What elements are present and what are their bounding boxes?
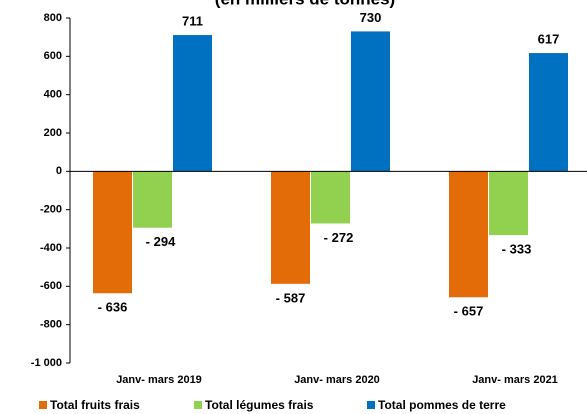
y-tick-label: -800 (40, 319, 62, 331)
bar (489, 171, 528, 236)
y-tick-label: -600 (40, 280, 62, 292)
value-label: 730 (360, 10, 382, 25)
value-label: - 657 (454, 304, 484, 319)
bar (449, 171, 488, 298)
bar (133, 171, 172, 228)
x-tick-label: Janv- mars 2020 (294, 374, 380, 386)
bar (271, 171, 310, 284)
y-tick-label: 400 (44, 89, 62, 101)
legend-label: Total légumes frais (205, 398, 314, 412)
legend-label: Total pommes de terre (378, 398, 506, 412)
x-tick-label: Janv- mars 2021 (472, 374, 558, 386)
value-label: - 294 (146, 234, 176, 249)
value-label: - 272 (324, 230, 354, 245)
bar (529, 53, 568, 172)
bar (351, 31, 390, 172)
legend-swatch (194, 401, 202, 409)
value-label: 711 (182, 13, 203, 28)
y-tick-label: 600 (44, 50, 62, 62)
y-tick-label: 0 (56, 165, 62, 177)
value-label: - 636 (98, 300, 128, 315)
y-tick-label: 800 (44, 12, 62, 24)
bar (173, 35, 212, 172)
value-label: 617 (538, 32, 560, 47)
legend-label: Total fruits frais (50, 398, 140, 412)
y-tick-label: -1 000 (31, 357, 62, 369)
bar (311, 171, 350, 224)
y-tick-label: 200 (44, 127, 62, 139)
bar (93, 171, 132, 294)
x-tick-label: Janv- mars 2019 (116, 374, 202, 386)
chart-title: (en milliers de tonnes) (215, 0, 395, 8)
legend-swatch (39, 401, 47, 409)
legend-swatch (367, 401, 375, 409)
value-label: - 587 (276, 290, 306, 305)
y-tick-label: -400 (40, 242, 62, 254)
y-tick-label: -200 (40, 204, 62, 216)
value-label: - 333 (502, 242, 532, 257)
